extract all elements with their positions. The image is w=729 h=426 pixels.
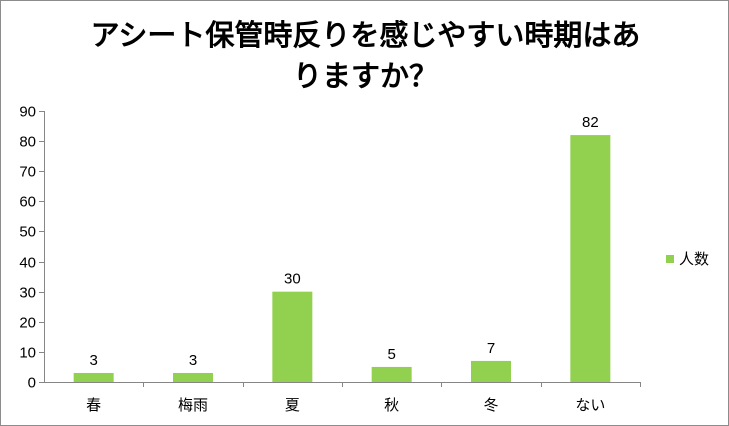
- data-label: 30: [284, 271, 301, 288]
- data-label: 82: [582, 114, 599, 131]
- category-label: 春: [86, 396, 101, 414]
- category-label: 秋: [384, 396, 399, 414]
- bar: [471, 361, 511, 382]
- bar: [570, 135, 610, 382]
- y-tick-label: 50: [19, 224, 36, 241]
- category-label: ない: [575, 396, 605, 414]
- legend-swatch: [666, 255, 674, 263]
- y-tick-label: 80: [19, 134, 36, 151]
- bar: [272, 292, 312, 382]
- data-label: 7: [487, 340, 495, 357]
- y-tick-label: 20: [19, 315, 36, 332]
- bar: [372, 367, 412, 382]
- y-tick-label: 70: [19, 164, 36, 181]
- data-label: 5: [387, 346, 395, 363]
- y-tick-label: 10: [19, 345, 36, 362]
- y-tick-label: 0: [28, 375, 36, 392]
- data-label: 3: [89, 352, 97, 369]
- y-tick-label: 40: [19, 255, 36, 272]
- legend-label: 人数: [679, 248, 709, 269]
- category-label: 冬: [483, 396, 498, 414]
- category-label: 梅雨: [178, 396, 208, 414]
- legend: 人数: [666, 248, 709, 269]
- category-label: 夏: [285, 396, 300, 414]
- bar: [173, 373, 213, 382]
- y-tick-label: 90: [19, 104, 36, 121]
- data-label: 3: [189, 352, 197, 369]
- y-tick-label: 30: [19, 285, 36, 302]
- y-tick-label: 60: [19, 194, 36, 211]
- bar: [74, 373, 114, 382]
